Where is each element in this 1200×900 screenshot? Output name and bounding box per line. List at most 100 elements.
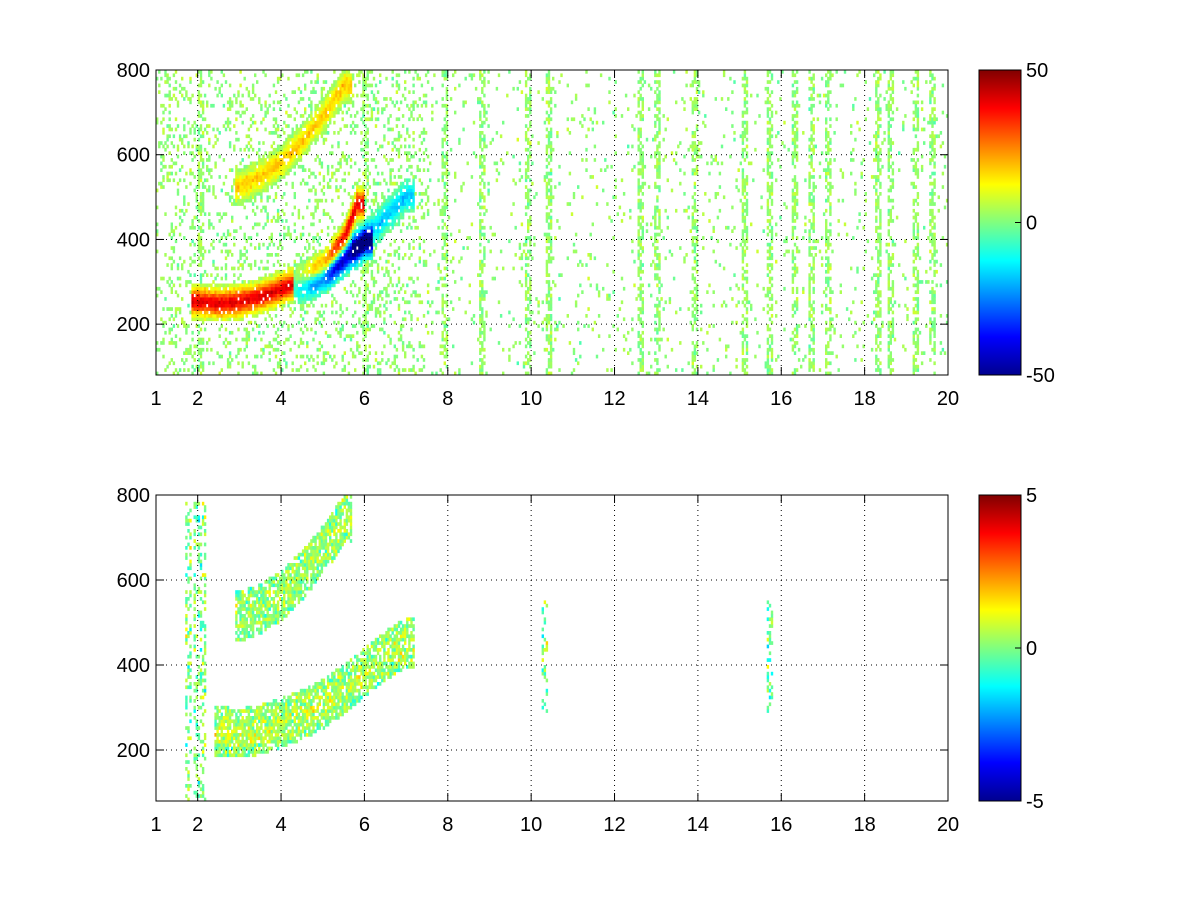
- top-heatmap-cell: [289, 144, 292, 149]
- top-heatmap-cell: [351, 215, 355, 220]
- top-heatmap-cell: [256, 185, 259, 189]
- top-heatmap-cell: [347, 256, 351, 261]
- top-heatmap-cell: [362, 358, 365, 362]
- top-heatmap-cell: [301, 225, 305, 230]
- top-heatmap-cell: [362, 246, 365, 250]
- top-heatmap-cell: [549, 327, 553, 332]
- top-heatmap-cell: [254, 371, 257, 375]
- top-heatmap-cell: [264, 293, 267, 298]
- top-heatmap-cell: [268, 280, 271, 284]
- top-heatmap-cell: [208, 314, 211, 318]
- top-heatmap-cell: [335, 242, 338, 247]
- top-heatmap-cell: [399, 100, 403, 105]
- top-heatmap-cell: [545, 334, 549, 338]
- top-heatmap-cell: [199, 134, 203, 139]
- top-heatmap-cell: [195, 324, 198, 328]
- top-heatmap-cell: [568, 341, 572, 345]
- top-heatmap-cell: [270, 290, 273, 294]
- top-heatmap-cell: [254, 280, 257, 284]
- top-heatmap-cell: [291, 310, 294, 315]
- top-heatmap-cell: [545, 195, 549, 200]
- top-heatmap-cell: [412, 198, 415, 203]
- top-heatmap-cell: [197, 286, 201, 291]
- top-heatmap-cell: [545, 239, 549, 244]
- top-heatmap-cell: [366, 141, 369, 145]
- top-heatmap-cell: [197, 314, 201, 318]
- top-heatmap-cell: [243, 280, 246, 284]
- top-heatmap-cell: [639, 334, 642, 338]
- top-heatmap-cell: [545, 368, 549, 372]
- top-heatmap-cell: [197, 97, 201, 101]
- top-heatmap-cell: [337, 100, 340, 105]
- top-heatmap-cell: [439, 269, 442, 274]
- top-heatmap-cell: [178, 222, 182, 227]
- top-heatmap-cell: [364, 158, 367, 162]
- top-heatmap-cell: [279, 242, 282, 247]
- top-heatmap-cell: [343, 103, 346, 108]
- top-heatmap-cell: [366, 215, 369, 220]
- top-heatmap-cell: [312, 337, 315, 342]
- top-heatmap-cell: [310, 290, 313, 294]
- top-heatmap-cell: [310, 266, 313, 271]
- top-heatmap-cell: [268, 181, 271, 186]
- top-heatmap-cell: [381, 205, 384, 210]
- top-heatmap-cell: [333, 246, 336, 250]
- top-heatmap-cell: [441, 307, 444, 311]
- top-heatmap-cell: [547, 215, 551, 220]
- top-heatmap-cell: [441, 151, 444, 155]
- top-heatmap-cell: [308, 246, 311, 250]
- top-heatmap-cell: [306, 269, 309, 274]
- top-heatmap-cell: [351, 222, 355, 227]
- top-heatmap-cell: [401, 205, 405, 210]
- top-heatmap-cell: [391, 192, 394, 196]
- top-heatmap-cell: [281, 208, 284, 213]
- top-heatmap-cell: [233, 290, 236, 294]
- top-heatmap-cell: [281, 293, 284, 298]
- top-heatmap-cell: [364, 300, 367, 305]
- top-heatmap-cell: [527, 198, 530, 203]
- top-heatmap-cell: [491, 276, 494, 281]
- top-heatmap-cell: [199, 314, 203, 318]
- top-heatmap-cell: [322, 354, 326, 359]
- top-heatmap-cell: [483, 212, 486, 216]
- top-heatmap-cell: [381, 202, 384, 206]
- top-heatmap-cell: [527, 175, 530, 179]
- top-heatmap-cell: [354, 208, 357, 213]
- top-heatmap-cell: [268, 314, 271, 318]
- top-heatmap-cell: [172, 259, 176, 264]
- top-heatmap-cell: [397, 219, 401, 223]
- top-heatmap-cell: [241, 175, 244, 179]
- top-heatmap-cell: [231, 358, 234, 362]
- top-heatmap-cell: [418, 246, 421, 250]
- top-heatmap-cell: [162, 131, 165, 135]
- top-heatmap-cell: [247, 320, 251, 325]
- top-heatmap-cell: [308, 124, 311, 128]
- top-heatmap-cell: [524, 70, 528, 74]
- top-heatmap-cell: [191, 259, 194, 264]
- top-heatmap-cell: [349, 283, 353, 288]
- top-heatmap-cell: [574, 97, 578, 101]
- top-heatmap-cell: [216, 80, 219, 84]
- top-heatmap-cell: [364, 93, 367, 98]
- top-heatmap-cell: [512, 86, 515, 91]
- top-heatmap-cell: [324, 137, 328, 142]
- top-heatmap-cell: [181, 358, 184, 362]
- top-heatmap-cell: [233, 310, 236, 315]
- top-heatmap-cell: [393, 198, 396, 203]
- top-heatmap-cell: [420, 205, 424, 210]
- top-heatmap-cell: [345, 161, 349, 166]
- top-heatmap-cell: [443, 73, 446, 78]
- top-heatmap-cell: [389, 171, 392, 176]
- top-heatmap-cell: [324, 93, 328, 98]
- top-heatmap-cell: [272, 147, 276, 152]
- top-heatmap-cell: [191, 219, 194, 223]
- top-heatmap-cell: [262, 181, 265, 186]
- top-heatmap-cell: [383, 137, 386, 142]
- top-heatmap-cell: [641, 283, 644, 288]
- top-heatmap-cell: [414, 192, 417, 196]
- top-heatmap-cell: [199, 93, 203, 98]
- top-heatmap-cell: [228, 364, 232, 369]
- top-heatmap-cell: [320, 303, 324, 308]
- top-heatmap-cell: [554, 320, 557, 325]
- top-heatmap-cell: [524, 175, 528, 179]
